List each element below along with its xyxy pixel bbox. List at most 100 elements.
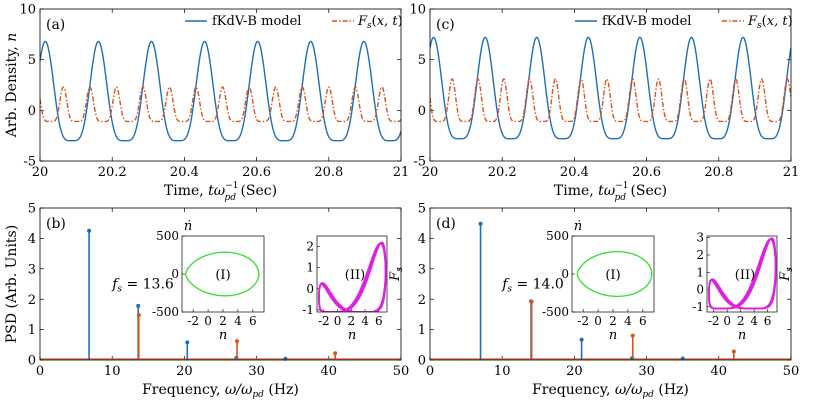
forcing-stem-marker-d	[630, 333, 635, 338]
x-tick-label-d: 50	[783, 364, 800, 379]
forcing-stem-marker-d	[731, 349, 736, 354]
x-tick-label-b: 50	[393, 364, 410, 379]
y-tick-label-c: 10	[409, 3, 426, 18]
legend-label-forcing-c: Fs(x, t)	[747, 14, 793, 31]
x-tick-label-a: 20.2	[98, 165, 127, 180]
inset-x-tick-label-d-1: 2	[737, 314, 745, 328]
y-tick-label-a: 10	[19, 3, 36, 18]
panel-label-b: (b)	[46, 216, 66, 232]
inset-y-tick-label-d-0: 0	[561, 267, 569, 281]
y-tick-label-a: 5	[28, 53, 36, 68]
forcing-stem-marker-b	[136, 313, 141, 318]
inset-y-label-d-0: ṅ	[574, 219, 582, 234]
x-tick-label-b: 40	[321, 364, 338, 379]
inset-y-tick-label-d-0: -500	[542, 305, 569, 319]
y-tick-label-b: 3	[28, 262, 36, 277]
forcing-stem-marker-d	[529, 299, 534, 304]
inset-x-label-b-1: n	[348, 328, 356, 343]
panel-label-a: (a)	[46, 17, 65, 33]
model-stem-marker-d	[680, 356, 685, 361]
model-line-a	[40, 40, 401, 142]
forcing-stem-marker-b	[234, 339, 239, 344]
y-tick-label-a: 0	[28, 104, 36, 119]
x-axis-label-a: Time, tω−1 pd (Sec)	[164, 181, 277, 203]
forcing-stem-marker-b	[333, 351, 338, 356]
inset-frame-d-1	[706, 235, 778, 313]
x-tick-label-d: 40	[711, 364, 728, 379]
phase-loop-II-d-1	[708, 238, 777, 310]
x-tick-label-d: 30	[638, 364, 655, 379]
inset-x-tick-label-b-0: 4	[234, 314, 242, 328]
inset-y-tick-label-d-1: 1	[696, 265, 704, 279]
axes-frame-c	[429, 8, 792, 162]
model-stem-marker-d	[478, 221, 483, 226]
inset-x-label-d-1: n	[738, 328, 746, 343]
x-tick-label-a: 21	[393, 165, 410, 180]
inset-x-tick-label-b-1: -2	[318, 314, 330, 328]
legend-label-model-a: fKdV-B model	[212, 14, 301, 29]
y-tick-label-b: 4	[28, 232, 36, 247]
x-tick-label-b: 30	[248, 364, 265, 379]
x-tick-label-a: 20.4	[170, 165, 199, 180]
x-tick-label-c: 20.6	[632, 165, 661, 180]
inset-x-tick-label-b-1: 4	[361, 314, 369, 328]
x-tick-label-a: 20.6	[242, 165, 271, 180]
inset-label-d-1: (II)	[735, 268, 755, 283]
panel-label-d: (d)	[436, 216, 456, 232]
inset-frame-b-1	[316, 235, 388, 313]
inset-x-tick-label-b-1: 0	[334, 314, 342, 328]
y-tick-label-c: -5	[413, 155, 426, 170]
model-line-c	[430, 36, 791, 140]
x-tick-label-c: 21	[783, 165, 800, 180]
inset-x-tick-label-b-0: -2	[187, 314, 199, 328]
y-axis-label-a: Arb. Density, n	[4, 33, 20, 138]
y-tick-label-d: 1	[418, 323, 426, 338]
x-tick-label-a: 20.8	[314, 165, 343, 180]
y-axis-label-b: PSD (Arb. Units)	[4, 225, 20, 343]
y-tick-label-d: 5	[418, 202, 426, 217]
model-stem-marker-b	[185, 340, 190, 345]
y-tick-label-b: 1	[28, 323, 36, 338]
inset-label-b-0: (I)	[215, 268, 230, 283]
phase-loop-II-b-1	[318, 242, 387, 312]
inset-bg-d-0	[572, 236, 654, 312]
inset-y-label-b-0: ṅ	[184, 219, 192, 234]
inset-x-tick-label-b-0: 0	[204, 314, 212, 328]
axes-frame-a	[39, 8, 402, 162]
forcing-line-a	[40, 86, 401, 123]
axes-frame-b	[39, 207, 402, 361]
x-tick-label-c: 20.8	[704, 165, 733, 180]
y-tick-label-d: 3	[418, 262, 426, 277]
inset-frame-d-0	[571, 235, 655, 313]
inset-x-tick-label-d-0: 6	[639, 314, 647, 328]
x-tick-label-c: 20.4	[560, 165, 589, 180]
panel-label-c: (c)	[436, 17, 455, 33]
x-tick-label-b: 10	[104, 364, 121, 379]
inset-frame-b-0	[181, 235, 265, 313]
inset-x-tick-label-b-1: 2	[347, 314, 355, 328]
inset-x-tick-label-d-0: 0	[594, 314, 602, 328]
inset-x-tick-label-d-0: -2	[577, 314, 589, 328]
inset-y-tick-label-b-1: 0	[306, 282, 314, 296]
inset-x-tick-label-d-1: 6	[764, 314, 772, 328]
model-stem-marker-b	[87, 228, 92, 233]
inset-y-label-d-1: Fs	[778, 267, 795, 282]
x-tick-label-d: 0	[426, 364, 434, 379]
inset-y-tick-label-b-1: 2	[306, 240, 314, 254]
model-stem-marker-d	[579, 337, 584, 342]
y-tick-label-b: 5	[28, 202, 36, 217]
model-stem-marker-b	[136, 303, 141, 308]
inset-y-label-b-1: Fs	[388, 267, 405, 282]
inset-x-tick-label-d-1: -2	[708, 314, 720, 328]
inset-x-tick-label-b-0: 6	[249, 314, 257, 328]
inset-y-tick-label-d-1: 3	[696, 231, 704, 245]
phase-loop-I-d-0	[576, 250, 653, 298]
inset-bg-b-0	[182, 236, 264, 312]
legend-label-forcing-a: Fs(x, t)	[357, 14, 403, 31]
inset-x-tick-label-d-0: 2	[609, 314, 617, 328]
y-tick-label-d: 4	[418, 232, 426, 247]
x-tick-label-b: 20	[176, 364, 193, 379]
y-tick-label-b: 0	[28, 354, 36, 369]
inset-x-tick-label-d-1: 4	[750, 314, 758, 328]
x-axis-label-c: Time, tω−1 pd (Sec)	[554, 181, 667, 203]
